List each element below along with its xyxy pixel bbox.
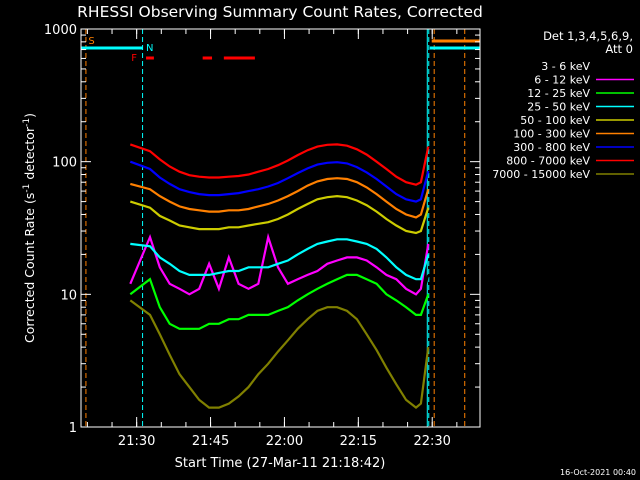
series-line-7 [129,143,430,186]
chart-title: RHESSI Observing Summary Count Rates, Co… [77,3,483,21]
y-axis-label-end: ) [22,113,37,118]
plot-frame [80,28,481,428]
marker-n: N [146,43,153,54]
x-tick-label: 22:15 [340,434,377,449]
marker-s: S [88,36,94,47]
legend-label: 100 - 300 keV [513,128,590,141]
y-axis-label-sup2: -1 [22,118,32,127]
y-tick-label: 1000 [44,23,77,38]
x-tick-label: 21:30 [118,434,155,449]
legend-header-attenuator: Att 0 [605,42,633,56]
x-tick-label: 21:45 [192,434,229,449]
legend-label: 800 - 7000 keV [506,155,590,168]
y-axis-label: Corrected Count Rate (s-1 detector-1) [22,113,37,343]
series-layer [129,143,430,410]
x-axis: 21:30 21:45 22:00 22:15 22:30 [86,29,458,449]
y-axis-label-sup1: -1 [22,184,32,193]
series-line-1 [129,232,430,296]
y-tick-label: 1 [69,421,77,436]
x-axis-label: Start Time (27-Mar-11 21:18:42) [175,456,386,471]
x-tick-label: 22:00 [266,434,303,449]
series-line-8 [129,299,430,410]
series-line-6 [129,160,430,203]
generation-timestamp: 16-Oct-2021 00:40 [560,468,636,477]
y-axis: 1 10 100 1000 [44,23,480,436]
legend-label: 300 - 800 keV [513,141,590,154]
legend-label: 3 - 6 keV [541,60,590,73]
y-tick-label: 100 [52,156,77,171]
legend-label: 7000 - 15000 keV [492,168,590,181]
series-line-2 [129,273,430,330]
y-axis-label-main: Corrected Count Rate (s [22,193,37,343]
legend-label: 6 - 12 keV [534,74,590,87]
x-tick-label: 22:30 [413,434,450,449]
series-line-3 [130,238,430,281]
legend-header-detectors: Det 1,3,4,5,6,9, [543,29,633,43]
annotations-layer: S NF [81,29,480,427]
y-tick-label: 10 [60,288,77,303]
series-line-4 [129,194,430,235]
series-line-5 [130,177,430,219]
marker-f: F [131,53,137,64]
y-axis-label-mid: detector [22,126,37,184]
legend-label: 12 - 25 keV [527,87,590,100]
series-line-0 [129,251,430,349]
legend-label: 50 - 100 keV [520,114,590,127]
legend-label: 25 - 50 keV [527,101,590,114]
